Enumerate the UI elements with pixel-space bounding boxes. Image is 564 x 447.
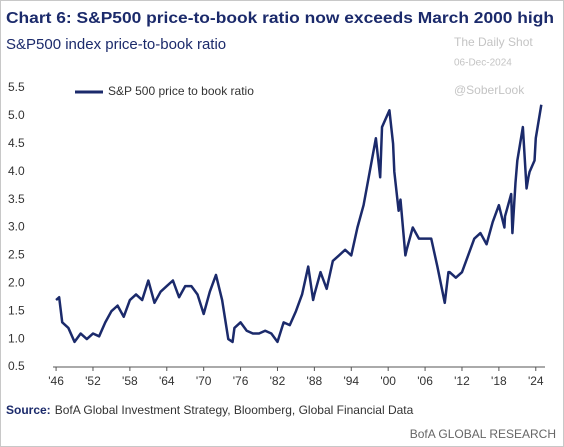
source-label: Source:: [6, 403, 51, 417]
watermark: 06-Dec-2024: [454, 58, 512, 69]
legend-label: S&P 500 price to book ratio: [108, 84, 254, 98]
x-tick-label: '88: [307, 374, 323, 388]
x-tick-label: '18: [491, 374, 507, 388]
chart-title: Chart 6: S&P500 price-to-book ratio now …: [6, 10, 554, 27]
branding: BofA GLOBAL RESEARCH: [410, 427, 556, 441]
watermark: @SoberLook: [454, 83, 525, 97]
y-tick-label: 2.5: [8, 248, 25, 262]
x-tick-label: '00: [380, 374, 396, 388]
x-tick-label: '94: [343, 374, 359, 388]
y-tick-label: 3.0: [8, 220, 25, 234]
x-tick-label: '58: [122, 374, 138, 388]
x-tick-label: '52: [85, 374, 101, 388]
x-tick-label: '12: [454, 374, 470, 388]
y-tick-label: 1.0: [8, 331, 25, 345]
y-tick-label: 0.5: [8, 359, 25, 373]
x-tick-label: '46: [48, 374, 64, 388]
y-tick-label: 5.0: [8, 108, 25, 122]
y-tick-label: 3.5: [8, 192, 25, 206]
source-text: BofA Global Investment Strategy, Bloombe…: [55, 403, 414, 417]
x-tick-label: '06: [417, 374, 433, 388]
x-tick-label: '82: [270, 374, 286, 388]
x-tick-label: '70: [196, 374, 212, 388]
source: Source: BofA Global Investment Strategy, …: [6, 403, 414, 417]
line: [55, 104, 543, 344]
y-tick-label: 5.5: [8, 80, 25, 94]
chart-subtitle: S&P500 index price-to-book ratio: [6, 36, 226, 53]
y-tick-label: 1.5: [8, 303, 25, 317]
y-tick-label: 2.0: [8, 275, 25, 289]
x-tick-label: '64: [159, 374, 175, 388]
x-tick-label: '24: [528, 374, 544, 388]
y-tick-label: 4.0: [8, 164, 25, 178]
x-tick-label: '76: [233, 374, 249, 388]
watermark: The Daily Shot: [454, 35, 533, 49]
y-tick-label: 4.5: [8, 136, 25, 150]
